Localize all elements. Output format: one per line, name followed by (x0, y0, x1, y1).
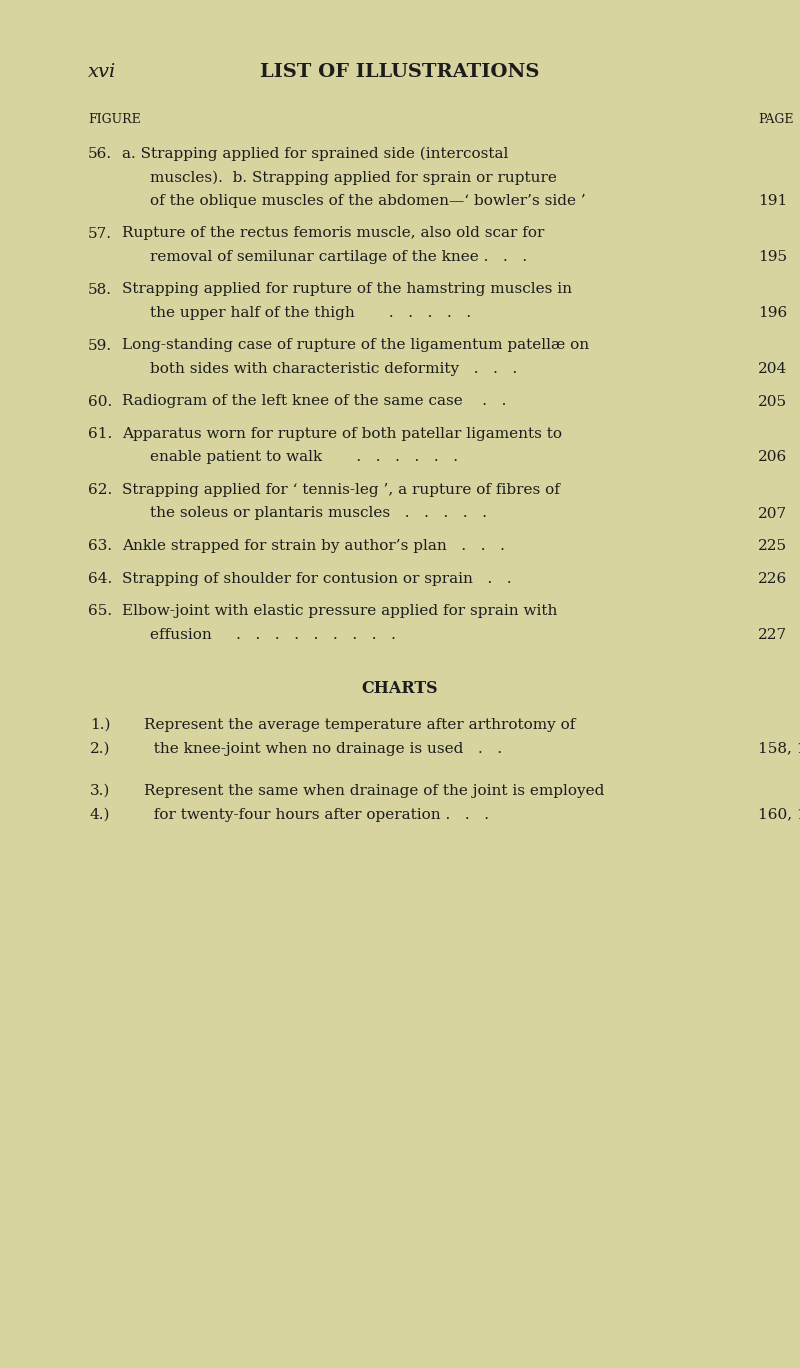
Text: 195: 195 (758, 250, 787, 264)
Text: the soleus or plantaris muscles   .   .   .   .   .: the soleus or plantaris muscles . . . . … (150, 506, 492, 520)
Text: 2.): 2.) (90, 741, 110, 755)
Text: the knee-joint when no drainage is used   .   .: the knee-joint when no drainage is used … (144, 741, 507, 755)
Text: 65.: 65. (88, 605, 112, 618)
Text: Represent the same when drainage of the joint is employed: Represent the same when drainage of the … (144, 784, 604, 798)
Text: 60.: 60. (88, 394, 112, 409)
Text: 58.: 58. (88, 283, 112, 297)
Text: 206: 206 (758, 450, 787, 465)
Text: Rupture of the rectus femoris muscle, also old scar for: Rupture of the rectus femoris muscle, al… (122, 227, 544, 241)
Text: 158, 159: 158, 159 (758, 741, 800, 755)
Text: 57.: 57. (88, 227, 112, 241)
Text: Strapping of shoulder for contusion or sprain   .   .: Strapping of shoulder for contusion or s… (122, 572, 517, 586)
Text: Apparatus worn for rupture of both patellar ligaments to: Apparatus worn for rupture of both patel… (122, 427, 562, 440)
Text: 160, 161: 160, 161 (758, 807, 800, 822)
Text: PAGE: PAGE (758, 114, 794, 126)
Text: a. Strapping applied for sprained side (intercostal: a. Strapping applied for sprained side (… (122, 146, 508, 161)
Text: 205: 205 (758, 394, 787, 409)
Text: 62.: 62. (88, 483, 112, 497)
Text: muscles).  b. Strapping applied for sprain or rupture: muscles). b. Strapping applied for sprai… (150, 171, 557, 185)
Text: enable patient to walk       .   .   .   .   .   .: enable patient to walk . . . . . . (150, 450, 463, 465)
Text: effusion     .   .   .   .   .   .   .   .   .: effusion . . . . . . . . . (150, 628, 401, 642)
Text: LIST OF ILLUSTRATIONS: LIST OF ILLUSTRATIONS (260, 63, 540, 81)
Text: 64.: 64. (88, 572, 112, 586)
Text: removal of semilunar cartilage of the knee .   .   .: removal of semilunar cartilage of the kn… (150, 250, 532, 264)
Text: Strapping applied for rupture of the hamstring muscles in: Strapping applied for rupture of the ham… (122, 283, 572, 297)
Text: xvi: xvi (88, 63, 116, 81)
Text: 3.): 3.) (90, 784, 110, 798)
Text: Radiogram of the left knee of the same case    .   .: Radiogram of the left knee of the same c… (122, 394, 511, 409)
Text: 56.: 56. (88, 146, 112, 161)
Text: 204: 204 (758, 363, 787, 376)
Text: 63.: 63. (88, 539, 112, 553)
Text: Ankle strapped for strain by author’s plan   .   .   .: Ankle strapped for strain by author’s pl… (122, 539, 510, 553)
Text: 207: 207 (758, 506, 787, 520)
Text: Long-standing case of rupture of the ligamentum patellæ on: Long-standing case of rupture of the lig… (122, 338, 589, 353)
Text: 4.): 4.) (90, 807, 110, 822)
Text: 227: 227 (758, 628, 787, 642)
Text: 226: 226 (758, 572, 787, 586)
Text: Elbow-joint with elastic pressure applied for sprain with: Elbow-joint with elastic pressure applie… (122, 605, 558, 618)
Text: both sides with characteristic deformity   .   .   .: both sides with characteristic deformity… (150, 363, 522, 376)
Text: 225: 225 (758, 539, 787, 553)
Text: 59.: 59. (88, 338, 112, 353)
Text: for twenty-four hours after operation .   .   .: for twenty-four hours after operation . … (144, 807, 494, 822)
Text: 61.: 61. (88, 427, 112, 440)
Text: 196: 196 (758, 306, 787, 320)
Text: 191: 191 (758, 194, 787, 208)
Text: of the oblique muscles of the abdomen—‘ bowler’s side ’: of the oblique muscles of the abdomen—‘ … (150, 194, 586, 208)
Text: FIGURE: FIGURE (88, 114, 141, 126)
Text: Strapping applied for ‘ tennis-leg ’, a rupture of fibres of: Strapping applied for ‘ tennis-leg ’, a … (122, 483, 560, 497)
Text: 1.): 1.) (90, 718, 110, 732)
Text: the upper half of the thigh       .   .   .   .   .: the upper half of the thigh . . . . . (150, 306, 476, 320)
Text: CHARTS: CHARTS (362, 680, 438, 698)
Text: Represent the average temperature after arthrotomy of: Represent the average temperature after … (144, 718, 575, 732)
